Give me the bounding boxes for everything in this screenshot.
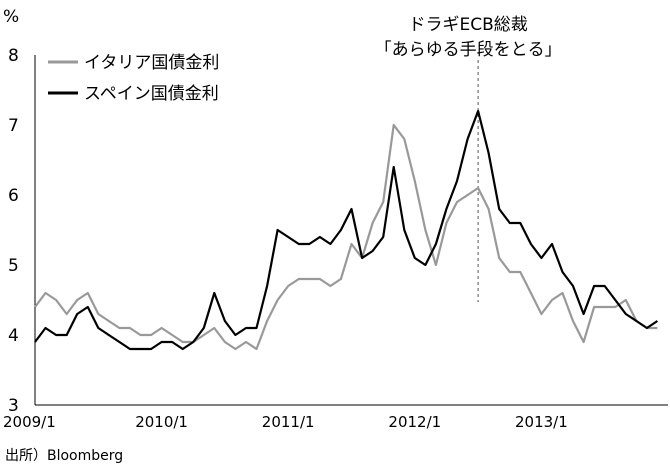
legend: イタリア国債金利 スペイン国債金利 <box>48 53 219 104</box>
y-tick-label: 8 <box>8 46 19 66</box>
x-tick-label: 2013/1 <box>515 413 568 431</box>
x-tick-label: 2010/1 <box>135 413 188 431</box>
x-tick-label: 2011/1 <box>262 413 315 431</box>
series-line-spain <box>34 109 659 351</box>
x-tick-label: 2012/1 <box>388 413 441 431</box>
y-tick-label: 3 <box>8 396 19 416</box>
y-tick-label: 5 <box>8 256 19 276</box>
series-line-italy <box>34 123 658 351</box>
y-tick-labels: 3 4 5 6 7 8 <box>8 46 19 416</box>
legend-label-spain: スペイン国債金利 <box>84 84 219 104</box>
y-tick-label: 6 <box>8 186 19 206</box>
annotation-line-1: ドラギECB総裁 <box>408 15 527 35</box>
legend-label-italy: イタリア国債金利 <box>84 53 219 73</box>
series-layer <box>34 109 659 351</box>
y-tick-label: 7 <box>8 116 19 136</box>
x-tick-label: 2009/1 <box>3 413 56 431</box>
source-note: 出所）Bloomberg <box>5 448 124 464</box>
y-axis-unit: % <box>3 7 19 27</box>
y-tick-label: 4 <box>8 326 19 346</box>
x-tick-labels: 2009/1 2010/1 2011/1 2012/1 2013/1 <box>3 413 568 431</box>
annotation-line-2: 「あらゆる手段をとる」 <box>375 40 562 60</box>
